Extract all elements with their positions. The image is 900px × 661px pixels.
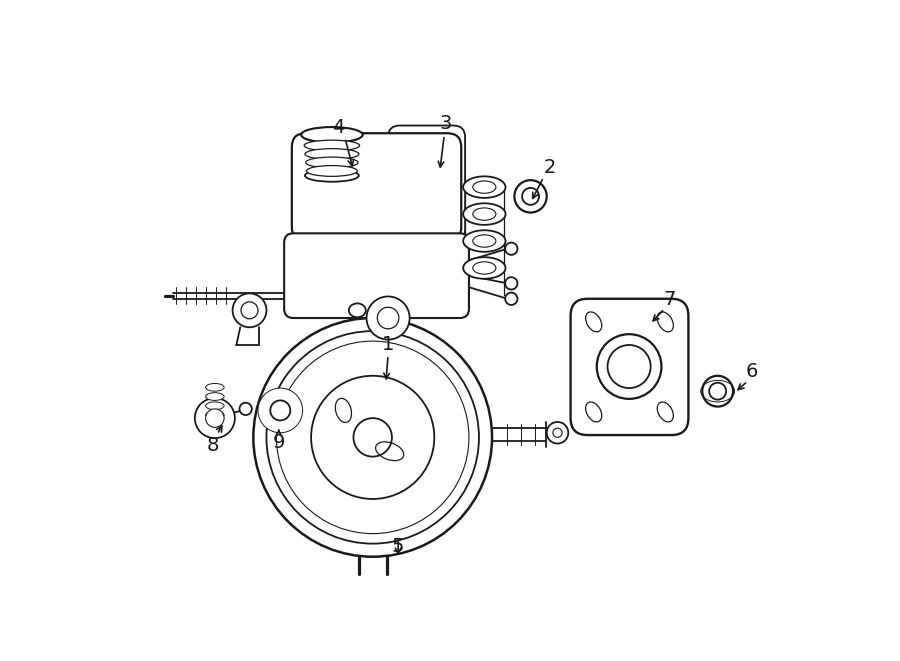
Circle shape [262, 392, 299, 429]
Circle shape [258, 388, 302, 433]
Circle shape [553, 428, 562, 438]
Ellipse shape [464, 230, 506, 252]
Ellipse shape [472, 181, 496, 193]
Ellipse shape [472, 262, 496, 274]
Ellipse shape [303, 132, 360, 143]
Circle shape [709, 383, 726, 400]
Circle shape [270, 401, 291, 420]
Circle shape [377, 307, 399, 329]
Ellipse shape [302, 127, 363, 143]
Ellipse shape [464, 176, 506, 198]
Text: 7: 7 [663, 290, 675, 309]
Circle shape [546, 422, 568, 444]
Circle shape [232, 293, 266, 327]
Ellipse shape [305, 169, 359, 182]
Text: 4: 4 [332, 118, 344, 137]
Circle shape [366, 297, 410, 340]
Text: 5: 5 [392, 537, 404, 556]
FancyBboxPatch shape [571, 299, 688, 435]
Text: 6: 6 [746, 362, 759, 381]
FancyBboxPatch shape [284, 233, 469, 318]
Ellipse shape [464, 204, 506, 225]
Text: 8: 8 [207, 436, 220, 455]
Ellipse shape [304, 140, 360, 151]
Ellipse shape [205, 411, 224, 419]
Text: 1: 1 [382, 336, 394, 354]
Circle shape [194, 398, 235, 438]
FancyBboxPatch shape [292, 134, 461, 241]
Circle shape [505, 277, 518, 290]
Text: 9: 9 [273, 433, 285, 452]
Ellipse shape [306, 157, 358, 168]
Ellipse shape [472, 235, 496, 247]
Ellipse shape [472, 208, 496, 220]
Circle shape [241, 302, 258, 319]
Text: 2: 2 [544, 159, 556, 177]
Circle shape [608, 345, 651, 388]
Circle shape [702, 375, 733, 407]
Ellipse shape [515, 180, 546, 213]
Ellipse shape [205, 383, 224, 391]
Ellipse shape [349, 303, 365, 317]
Ellipse shape [464, 257, 506, 279]
Text: 3: 3 [440, 114, 452, 134]
Circle shape [253, 318, 492, 557]
Ellipse shape [305, 149, 359, 159]
Circle shape [205, 409, 224, 428]
Ellipse shape [205, 393, 224, 401]
Circle shape [505, 293, 518, 305]
Ellipse shape [307, 165, 357, 176]
Circle shape [505, 243, 518, 255]
Circle shape [311, 375, 435, 499]
Circle shape [597, 334, 662, 399]
Ellipse shape [522, 188, 539, 205]
Ellipse shape [205, 402, 224, 410]
FancyBboxPatch shape [388, 126, 465, 241]
Circle shape [239, 403, 252, 415]
Circle shape [354, 418, 392, 457]
